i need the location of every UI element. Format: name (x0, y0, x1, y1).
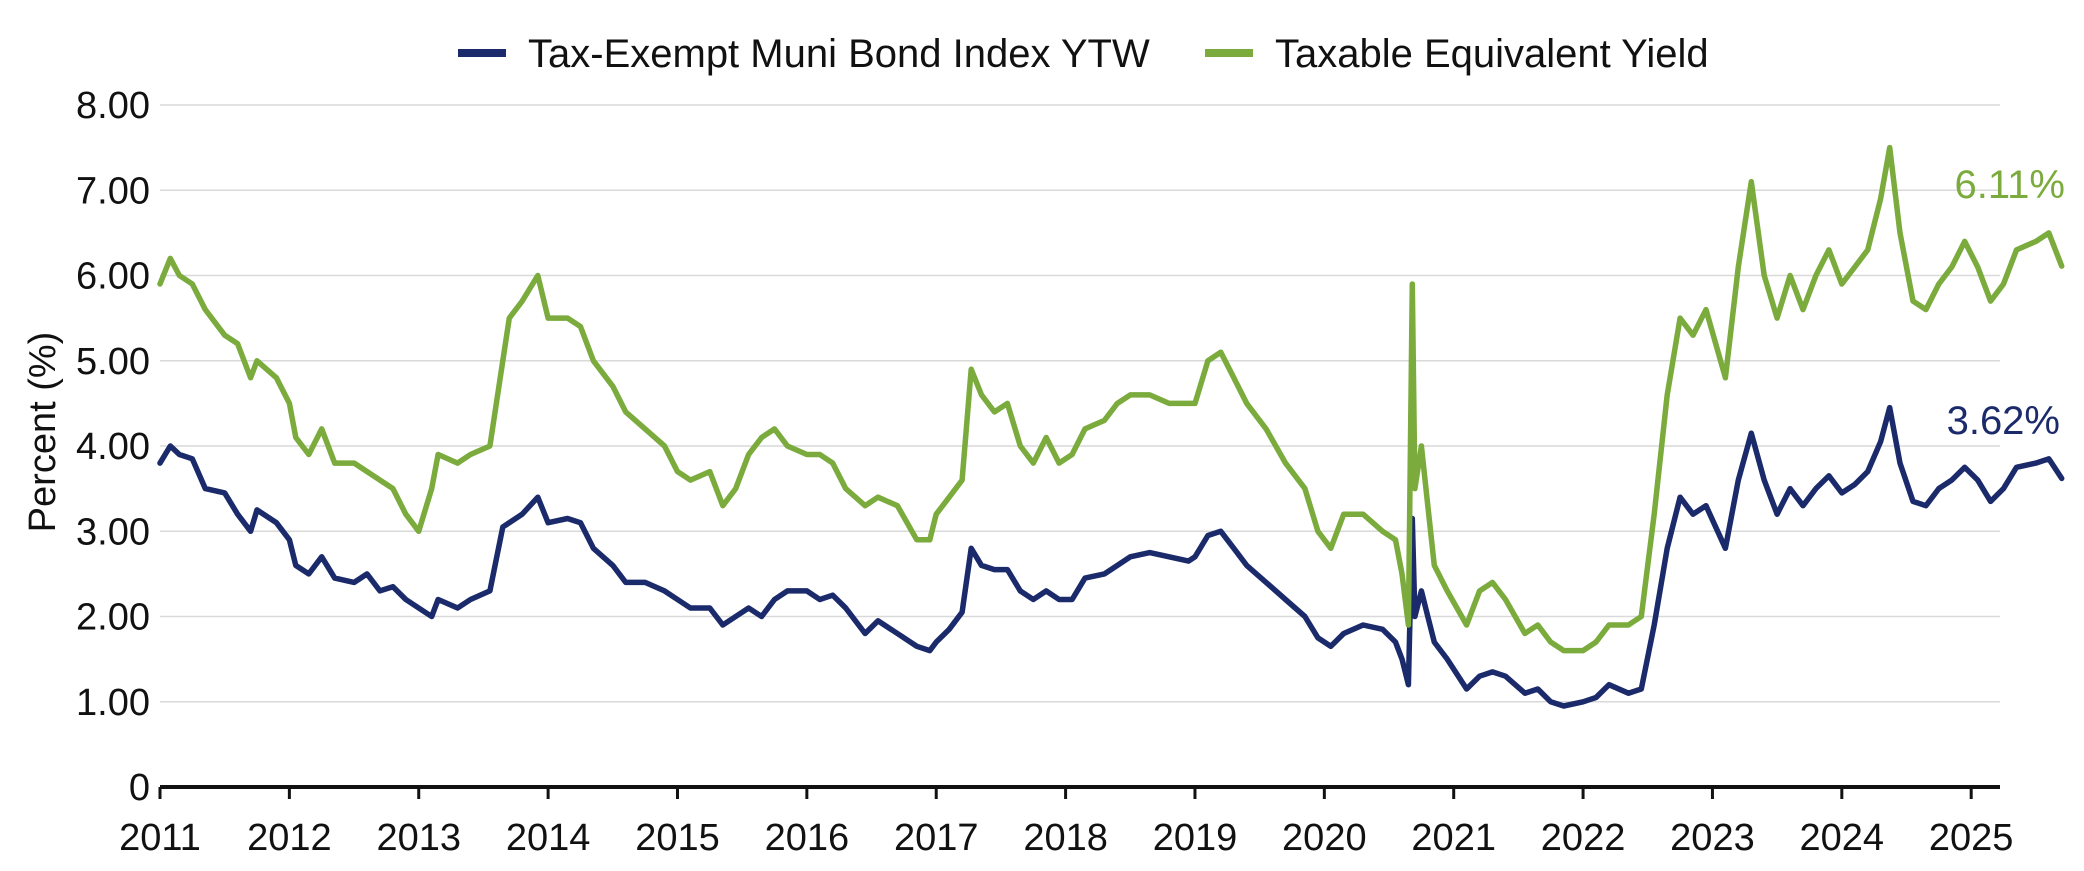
x-tick-label: 2019 (1153, 817, 1238, 859)
x-tick-label: 2021 (1411, 817, 1496, 859)
y-tick-label: 8.00 (76, 85, 150, 127)
legend-label: Taxable Equivalent Yield (1275, 32, 1709, 76)
x-tick-label: 2017 (894, 817, 979, 859)
x-tick-label: 2014 (506, 817, 591, 859)
x-tick-label: 2025 (1929, 817, 2014, 859)
y-tick-label: 6.00 (76, 256, 150, 298)
x-tick-label: 2013 (376, 817, 461, 859)
y-tick-label: 2.00 (76, 597, 150, 639)
y-tick-label: 5.00 (76, 341, 150, 383)
legend-label: Tax-Exempt Muni Bond Index YTW (528, 32, 1150, 76)
series-line-muni-ytw (157, 404, 2065, 709)
y-tick-label: 0 (129, 767, 150, 809)
x-tick-label: 2018 (1023, 817, 1108, 859)
series-lines (157, 144, 2065, 709)
x-tick-label: 2022 (1541, 817, 1626, 859)
gridlines (160, 104, 2000, 703)
axes (158, 785, 2000, 799)
x-tick-label: 2011 (119, 817, 201, 859)
y-tick-label: 7.00 (76, 170, 150, 212)
y-tick-label: 4.00 (76, 426, 150, 468)
y-tick-labels: 0 1.00 2.00 3.00 4.00 5.00 6.00 7.00 8.00 (76, 85, 150, 809)
x-tick-label: 2015 (635, 817, 720, 859)
x-tick-label: 2016 (765, 817, 850, 859)
end-label-taxable-equivalent: 6.11% (1955, 163, 2065, 207)
end-label-muni-ytw: 3.62% (1947, 399, 2060, 443)
x-tick-label: 2012 (247, 817, 332, 859)
x-tick-label: 2020 (1282, 817, 1367, 859)
x-tick-label: 2024 (1800, 817, 1885, 859)
legend: Tax-Exempt Muni Bond Index YTW Taxable Eq… (458, 32, 1709, 76)
y-tick-label: 3.00 (76, 511, 150, 553)
series-line-taxable-equivalent (157, 144, 2065, 654)
x-tick-label: 2023 (1670, 817, 1755, 859)
x-tick-labels: 2011 2012 2013 2014 2015 2016 2017 2018 2019 2020… (119, 817, 2013, 859)
end-labels: 3.62% 6.11% (1947, 163, 2065, 443)
y-tick-label: 1.00 (76, 682, 150, 724)
y-axis-title: Percent (%) (22, 332, 64, 533)
